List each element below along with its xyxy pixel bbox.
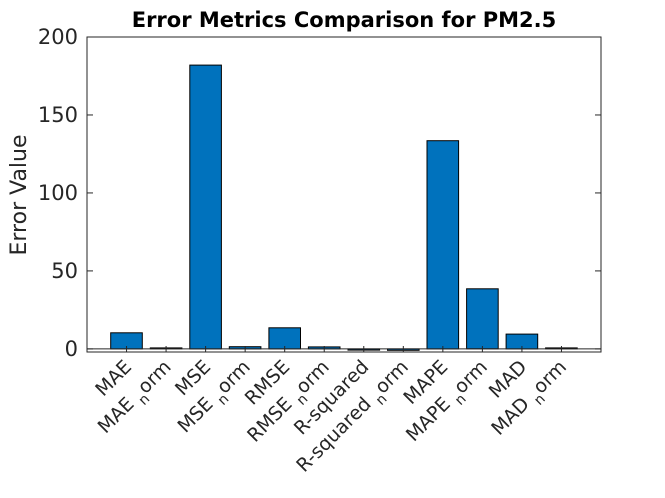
y-tick-label: 0	[65, 337, 78, 361]
y-tick-label: 150	[38, 103, 78, 127]
y-tick-label: 50	[51, 259, 78, 283]
bar	[426, 140, 460, 350]
bar	[268, 327, 301, 350]
bar	[189, 64, 222, 350]
axes-group	[86, 36, 602, 353]
y-tick-label: 100	[38, 181, 78, 205]
y-tick-label: 200	[38, 25, 78, 49]
bar	[466, 288, 499, 350]
y-axis-label: Error Value	[7, 134, 32, 255]
chart-title: Error Metrics Comparison for PM2.5	[132, 8, 557, 32]
y-ticks-group: 0 50 100 150 200	[38, 25, 601, 361]
bars-group	[110, 64, 578, 351]
plot-frame	[86, 36, 602, 353]
